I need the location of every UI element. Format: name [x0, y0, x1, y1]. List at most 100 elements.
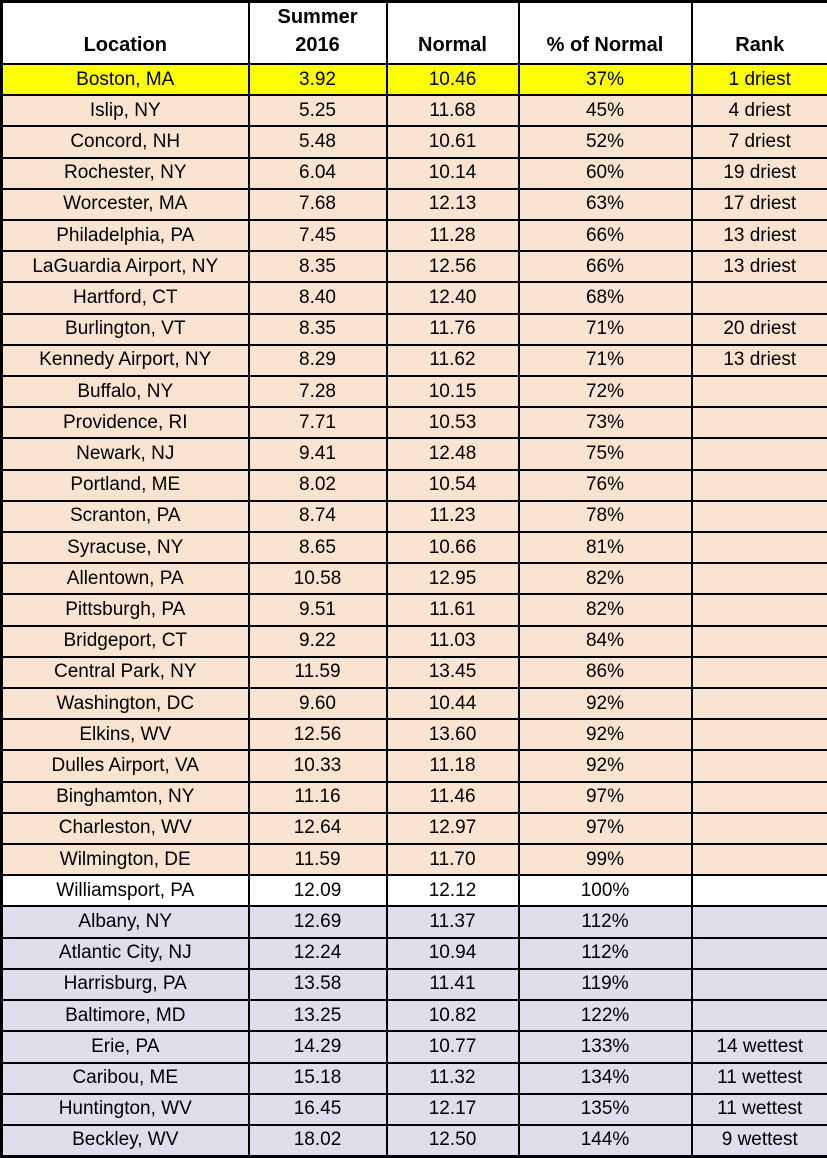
table-row: Allentown, PA 10.58 12.95 82%: [0, 562, 827, 596]
cell-normal: 13.45: [385, 655, 520, 690]
table-row: Wilmington, DE 11.59 11.70 99%: [0, 843, 827, 877]
cell-pct-of-normal: 75%: [517, 437, 693, 471]
cell-pct-of-normal: 84%: [517, 624, 693, 658]
table-row: Williamsport, PA 12.09 12.12 100%: [0, 874, 827, 908]
cell-rank: [690, 468, 827, 502]
cell-location: Charleston, WV: [0, 811, 250, 846]
cell-location: Boston, MA: [0, 62, 250, 97]
cell-location: Islip, NY: [0, 94, 250, 128]
cell-rank: 11 wettest: [690, 1061, 827, 1095]
cell-rank: [690, 936, 827, 970]
cell-location: Albany, NY: [0, 905, 250, 939]
cell-rank: [690, 999, 827, 1033]
cell-pct-of-normal: 71%: [517, 343, 693, 378]
cell-pct-of-normal: 122%: [517, 999, 693, 1033]
cell-rank: [690, 843, 827, 877]
cell-pct-of-normal: 97%: [517, 780, 693, 814]
cell-summer-2016: 9.41: [247, 437, 388, 471]
cell-location: Beckley, WV: [0, 1123, 250, 1158]
cell-location: Binghamton, NY: [0, 780, 250, 814]
cell-summer-2016: 16.45: [247, 1092, 388, 1126]
table-row: Buffalo, NY 7.28 10.15 72%: [0, 375, 827, 409]
cell-location: Allentown, PA: [0, 562, 250, 596]
cell-normal: 11.18: [385, 749, 520, 783]
header-label: % of Normal: [546, 34, 664, 56]
cell-summer-2016: 9.22: [247, 624, 388, 658]
cell-normal: 10.44: [385, 687, 520, 721]
cell-normal: 12.97: [385, 811, 520, 846]
cell-location: Burlington, VT: [0, 312, 250, 346]
cell-summer-2016: 7.28: [247, 375, 388, 409]
header-row: Location Summer 2016 Normal % of Normal Rank: [0, 0, 827, 65]
cell-location: Hartford, CT: [0, 281, 250, 315]
cell-pct-of-normal: 82%: [517, 562, 693, 596]
cell-pct-of-normal: 66%: [517, 250, 693, 284]
cell-pct-of-normal: 97%: [517, 811, 693, 846]
cell-normal: 11.37: [385, 905, 520, 939]
cell-summer-2016: 10.58: [247, 562, 388, 596]
cell-location: Pittsburgh, PA: [0, 593, 250, 627]
cell-summer-2016: 8.74: [247, 499, 388, 534]
cell-location: LaGuardia Airport, NY: [0, 250, 250, 284]
cell-rank: [690, 905, 827, 939]
cell-summer-2016: 13.25: [247, 999, 388, 1033]
cell-rank: 1 driest: [690, 62, 827, 97]
cell-rank: 11 wettest: [690, 1092, 827, 1126]
cell-normal: 13.60: [385, 718, 520, 752]
table-row: Burlington, VT 8.35 11.76 71% 20 driest: [0, 312, 827, 346]
cell-normal: 11.70: [385, 843, 520, 877]
table-row: Elkins, WV 12.56 13.60 92%: [0, 718, 827, 752]
cell-normal: 11.62: [385, 343, 520, 378]
table-row: Beckley, WV 18.02 12.50 144% 9 wettest: [0, 1123, 827, 1158]
cell-location: Bridgeport, CT: [0, 624, 250, 658]
cell-rank: [690, 562, 827, 596]
table-row: Washington, DC 9.60 10.44 92%: [0, 687, 827, 721]
cell-rank: 4 driest: [690, 94, 827, 128]
cell-normal: 11.46: [385, 780, 520, 814]
cell-pct-of-normal: 78%: [517, 499, 693, 534]
cell-location: Baltimore, MD: [0, 999, 250, 1033]
table-row: Caribou, ME 15.18 11.32 134% 11 wettest: [0, 1061, 827, 1095]
cell-location: Scranton, PA: [0, 499, 250, 534]
cell-normal: 12.50: [385, 1123, 520, 1158]
cell-pct-of-normal: 60%: [517, 156, 693, 190]
header-label: Location: [83, 34, 167, 56]
cell-normal: 11.28: [385, 219, 520, 253]
cell-normal: 12.95: [385, 562, 520, 596]
cell-rank: [690, 687, 827, 721]
cell-pct-of-normal: 66%: [517, 219, 693, 253]
cell-pct-of-normal: 45%: [517, 94, 693, 128]
cell-rank: [690, 281, 827, 315]
cell-pct-of-normal: 92%: [517, 718, 693, 752]
cell-location: Erie, PA: [0, 1030, 250, 1064]
cell-normal: 10.54: [385, 468, 520, 502]
table-row: Pittsburgh, PA 9.51 11.61 82%: [0, 593, 827, 627]
header-label: Rank: [735, 34, 785, 56]
cell-summer-2016: 7.45: [247, 219, 388, 253]
cell-pct-of-normal: 144%: [517, 1123, 693, 1158]
table-row: Scranton, PA 8.74 11.23 78%: [0, 499, 827, 534]
table-row: Baltimore, MD 13.25 10.82 122%: [0, 999, 827, 1033]
table-row: Islip, NY 5.25 11.68 45% 4 driest: [0, 94, 827, 128]
cell-normal: 12.13: [385, 187, 520, 222]
table-row: Boston, MA 3.92 10.46 37% 1 driest: [0, 62, 827, 97]
cell-summer-2016: 12.69: [247, 905, 388, 939]
cell-summer-2016: 8.35: [247, 312, 388, 346]
cell-summer-2016: 9.60: [247, 687, 388, 721]
cell-summer-2016: 11.16: [247, 780, 388, 814]
cell-summer-2016: 12.09: [247, 874, 388, 908]
cell-pct-of-normal: 134%: [517, 1061, 693, 1095]
cell-normal: 12.17: [385, 1092, 520, 1126]
cell-rank: [690, 811, 827, 846]
cell-rank: 7 driest: [690, 125, 827, 159]
cell-location: Kennedy Airport, NY: [0, 343, 250, 378]
cell-rank: 13 driest: [690, 219, 827, 253]
cell-summer-2016: 7.68: [247, 187, 388, 222]
cell-pct-of-normal: 72%: [517, 375, 693, 409]
table-row: Atlantic City, NJ 12.24 10.94 112%: [0, 936, 827, 970]
cell-location: Wilmington, DE: [0, 843, 250, 877]
cell-rank: [690, 624, 827, 658]
cell-pct-of-normal: 37%: [517, 62, 693, 97]
cell-normal: 11.76: [385, 312, 520, 346]
cell-normal: 10.82: [385, 999, 520, 1033]
